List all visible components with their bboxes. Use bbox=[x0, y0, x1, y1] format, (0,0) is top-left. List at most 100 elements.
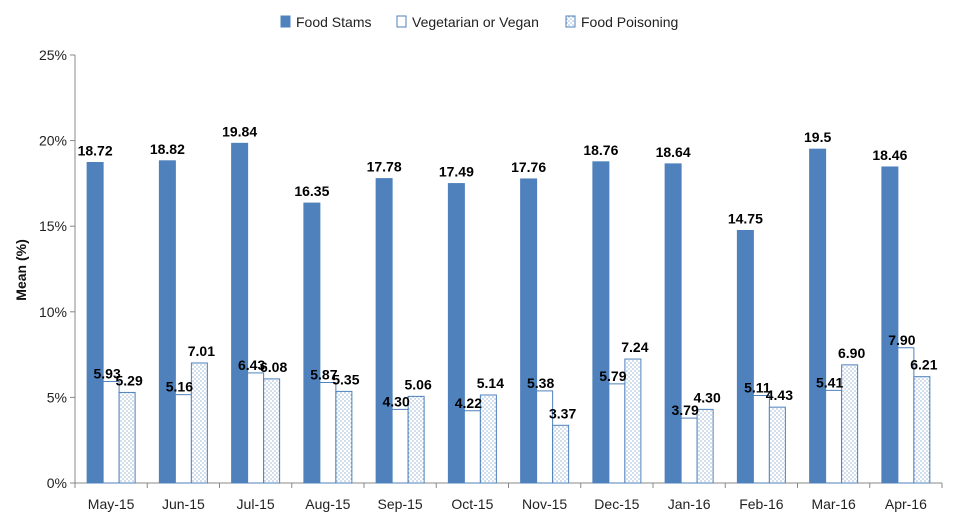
data-label: 7.24 bbox=[621, 339, 648, 355]
data-label: 5.93 bbox=[94, 365, 121, 381]
x-axis: May-15 Jun-15 Jul-15 Aug-15 Sep-15 Oct-15 Nov-… bbox=[74, 482, 943, 512]
data-label: 18.64 bbox=[656, 144, 691, 160]
y-tick-label: 5% bbox=[47, 389, 67, 405]
y-tick-label: 15% bbox=[39, 218, 67, 234]
data-label: 19.5 bbox=[804, 129, 831, 145]
x-tick-label: Jan-16 bbox=[668, 496, 711, 512]
bar-food-stams bbox=[158, 160, 176, 484]
bar-food-stams bbox=[447, 183, 465, 484]
bar-food-stams bbox=[520, 178, 538, 484]
bar-vegetarian-or-vegan bbox=[174, 394, 192, 484]
x-tick-label: Mar-16 bbox=[811, 496, 856, 512]
bar-food-poisoning bbox=[335, 390, 353, 484]
data-label: 18.46 bbox=[872, 147, 907, 163]
data-label: 17.49 bbox=[439, 164, 474, 180]
data-label: 19.84 bbox=[222, 123, 257, 139]
bar-food-poisoning bbox=[190, 362, 208, 484]
x-tick-label: Sep-15 bbox=[378, 496, 423, 512]
y-tick-label: 20% bbox=[39, 133, 67, 149]
data-label: 6.08 bbox=[260, 359, 287, 375]
data-label: 18.72 bbox=[78, 143, 113, 159]
bar-food-stams bbox=[664, 163, 682, 484]
legend-swatch bbox=[565, 15, 576, 28]
bar-vegetarian-or-vegan bbox=[247, 372, 265, 484]
data-label: 17.78 bbox=[367, 159, 402, 175]
bar-food-stams bbox=[809, 148, 827, 484]
y-tick-label: 25% bbox=[39, 47, 67, 63]
bar-vegetarian-or-vegan bbox=[319, 382, 337, 484]
data-label: 6.21 bbox=[910, 357, 937, 373]
data-label: 5.11 bbox=[744, 380, 771, 396]
x-tick-label: Feb-16 bbox=[739, 496, 784, 512]
x-tick-label: Aug-15 bbox=[305, 496, 350, 512]
data-label: 5.14 bbox=[477, 375, 504, 391]
legend-label: Food Poisoning bbox=[581, 14, 678, 30]
data-label: 4.30 bbox=[694, 389, 721, 405]
data-label: 14.75 bbox=[728, 210, 763, 226]
data-label: 17.76 bbox=[511, 159, 546, 175]
legend-swatch bbox=[280, 15, 291, 28]
data-label: 4.43 bbox=[766, 387, 793, 403]
data-label: 5.35 bbox=[332, 371, 359, 387]
bar-food-stams bbox=[303, 202, 321, 484]
x-tick-label: Oct-15 bbox=[451, 496, 493, 512]
bar-vegetarian-or-vegan bbox=[608, 383, 626, 484]
bars bbox=[86, 142, 931, 484]
bar-food-poisoning bbox=[118, 391, 136, 484]
x-tick-label: Dec-15 bbox=[594, 496, 639, 512]
legend: Food Stams Vegetarian or Vegan Food Poison… bbox=[280, 14, 678, 30]
bar-food-stams bbox=[736, 229, 754, 484]
bar-food-poisoning bbox=[624, 358, 642, 484]
legend-label: Vegetarian or Vegan bbox=[412, 14, 539, 30]
bar-food-stams bbox=[881, 166, 899, 484]
data-label: 6.90 bbox=[838, 345, 865, 361]
bar-vegetarian-or-vegan bbox=[391, 408, 409, 484]
data-label: 7.01 bbox=[188, 343, 215, 359]
data-label: 5.16 bbox=[166, 379, 193, 395]
bar-vegetarian-or-vegan bbox=[463, 410, 481, 484]
bar-food-stams bbox=[86, 162, 104, 484]
x-tick-label: Apr-16 bbox=[885, 496, 927, 512]
y-tick-label: 0% bbox=[47, 475, 67, 491]
data-labels: 18.72 18.82 19.84 16.35 17.78 17.49 17.76 18.76… bbox=[78, 123, 938, 421]
x-tick-label: Nov-15 bbox=[522, 496, 567, 512]
bar-food-poisoning bbox=[263, 378, 281, 484]
bar-food-stams bbox=[231, 142, 249, 484]
y-tick-label: 10% bbox=[39, 304, 67, 320]
x-tick-label: May-15 bbox=[88, 496, 135, 512]
x-tick-label: Jun-15 bbox=[162, 496, 205, 512]
bar-food-poisoning bbox=[841, 364, 859, 484]
bar-vegetarian-or-vegan bbox=[752, 395, 770, 484]
data-label: 5.79 bbox=[599, 368, 626, 384]
data-label: 5.29 bbox=[116, 372, 143, 388]
legend-label: Food Stams bbox=[296, 14, 371, 30]
y-axis: 0% 5% 10% 15% 20% 25% bbox=[39, 47, 76, 491]
data-label: 6.43 bbox=[238, 357, 265, 373]
bar-food-poisoning bbox=[479, 394, 497, 484]
data-label: 18.76 bbox=[583, 142, 618, 158]
x-tick-label: Jul-15 bbox=[237, 496, 275, 512]
data-label: 3.37 bbox=[549, 405, 576, 421]
y-axis-title: Mean (%) bbox=[13, 239, 29, 300]
bar-vegetarian-or-vegan bbox=[825, 389, 843, 484]
bar-food-poisoning bbox=[913, 376, 931, 484]
data-label: 7.90 bbox=[888, 332, 915, 348]
data-label: 5.06 bbox=[405, 376, 432, 392]
data-label: 5.87 bbox=[310, 367, 337, 383]
bar-food-poisoning bbox=[552, 424, 570, 484]
data-label: 5.41 bbox=[816, 374, 843, 390]
data-label: 16.35 bbox=[294, 183, 329, 199]
data-label: 4.30 bbox=[383, 393, 410, 409]
data-label: 3.79 bbox=[672, 402, 699, 418]
bar-food-poisoning bbox=[407, 395, 425, 484]
legend-swatch bbox=[396, 15, 407, 28]
bar-food-poisoning bbox=[696, 408, 714, 484]
bar-food-poisoning bbox=[768, 406, 786, 484]
data-label: 5.38 bbox=[527, 375, 554, 391]
bar-food-stams bbox=[375, 178, 393, 484]
bar-food-stams bbox=[592, 161, 610, 484]
bar-vegetarian-or-vegan bbox=[102, 380, 120, 484]
data-label: 18.82 bbox=[150, 141, 185, 157]
bar-vegetarian-or-vegan bbox=[680, 417, 698, 484]
